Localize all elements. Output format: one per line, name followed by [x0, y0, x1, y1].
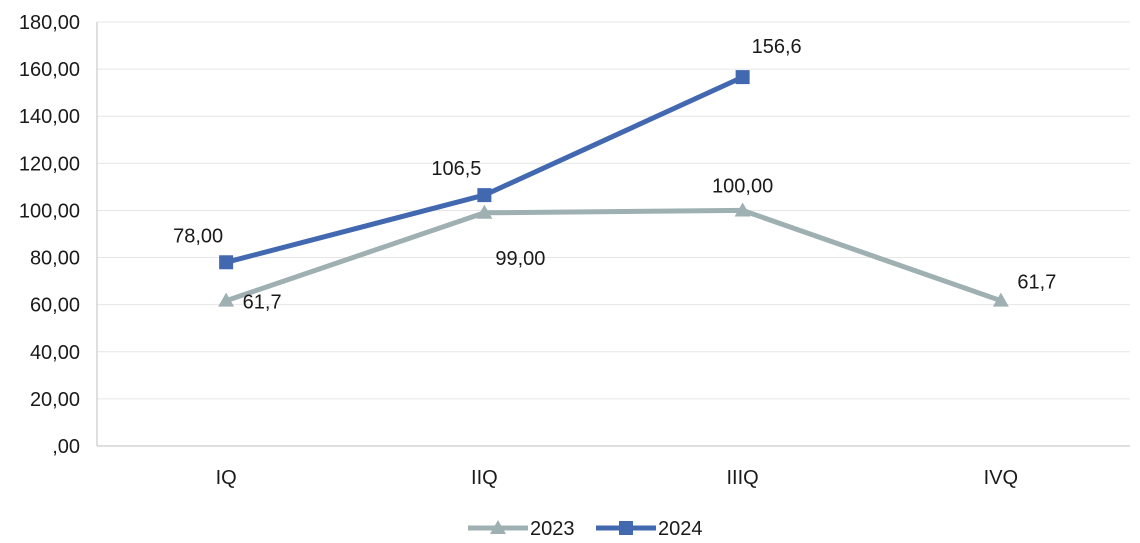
y-tick-label: 40,00 [30, 342, 80, 364]
axes: ,00 20,00 40,00 60,00 80,00 100,00 120,00 140,0… [19, 12, 1130, 489]
data-point-2024 [477, 188, 491, 202]
x-tick-label: IIQ [471, 467, 498, 489]
x-tick-label: IVQ [984, 467, 1018, 489]
y-tick-label: 180,00 [19, 12, 80, 34]
data-label-2023: 99,00 [495, 248, 545, 270]
y-tick-label: ,00 [52, 436, 80, 458]
y-tick-label: 80,00 [30, 248, 80, 270]
data-label-2024: 156,6 [752, 36, 802, 58]
series-lines [218, 70, 1009, 307]
data-label-2024: 106,5 [431, 158, 481, 180]
data-point-2024 [736, 70, 750, 84]
data-point-2024 [219, 255, 233, 269]
x-tick-label: IQ [216, 467, 237, 489]
data-label-2024: 78,00 [173, 225, 223, 247]
data-label-2023: 61,7 [1017, 272, 1056, 294]
series-line-2023 [226, 210, 1001, 300]
legend-marker-2024 [619, 521, 633, 535]
y-tick-label: 120,00 [19, 153, 80, 175]
series-line-2024 [226, 77, 743, 262]
legend: 2023 2024 [468, 518, 703, 540]
data-label-2023: 100,00 [712, 175, 773, 197]
y-tick-label: 20,00 [30, 389, 80, 411]
y-tick-label: 160,00 [19, 59, 80, 81]
legend-label-2023: 2023 [530, 518, 575, 540]
legend-label-2024: 2024 [658, 518, 703, 540]
data-label-2023: 61,7 [243, 292, 282, 314]
y-tick-label: 100,00 [19, 200, 80, 222]
x-tick-label: IIIQ [727, 467, 759, 489]
y-tick-label: 140,00 [19, 106, 80, 128]
y-tick-label: 60,00 [30, 295, 80, 317]
